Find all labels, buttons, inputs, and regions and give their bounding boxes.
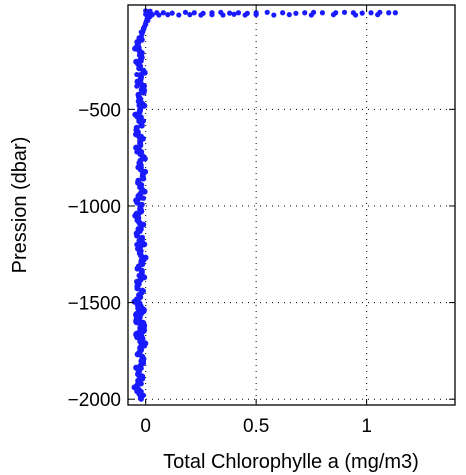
x-tick-label: 0 [140,416,151,437]
data-point [141,155,148,162]
y-tick-label: −500 [78,100,121,121]
data-point [368,10,374,16]
y-tick-label: −2000 [68,390,121,411]
plot-frame [127,4,456,406]
data-point [198,12,204,18]
data-point [134,285,141,292]
data-point [375,12,381,18]
y-axis-label: Pression (dbar) [9,137,31,274]
x-tick-label: 0.5 [243,416,269,437]
y-tick-label: −1500 [68,294,121,315]
data-point [359,10,365,16]
data-point [319,10,326,16]
y-tick-label: −1000 [68,197,121,218]
data-point [134,232,141,239]
data-point [191,10,197,16]
data-point [220,12,226,18]
data-point [227,10,233,16]
data-point [134,83,140,89]
data-point [138,122,145,129]
data-point [271,12,277,18]
data-point [341,9,348,15]
data-point [293,10,299,16]
data-point [392,10,398,16]
data-point [182,9,189,15]
data-point [330,12,337,18]
data-point [235,10,242,16]
data-point [176,12,182,18]
data-point [137,362,144,369]
data-point [169,10,175,16]
data-point [165,12,171,18]
data-point [386,10,392,16]
data-point [134,351,141,358]
data-point [352,12,359,18]
data-point [134,199,141,206]
data-point [253,12,259,18]
data-point [280,10,286,16]
y-axis-ticks: −2000 −1500 −1000 −500 [68,100,455,411]
data-point [160,10,166,16]
data-point [156,12,162,18]
data-point [137,395,144,402]
data-point [137,56,144,63]
x-axis-ticks: 0 0.5 1 [140,5,372,437]
data-point [140,175,147,182]
data-point [286,12,292,18]
data-point [302,10,308,16]
data-point [138,208,145,215]
data-point [242,12,248,18]
data-point [209,12,215,18]
data-points [131,8,398,402]
data-point [308,12,314,18]
data-point [140,89,147,96]
data-point [140,195,147,201]
data-point [264,9,270,15]
plot-background [128,5,455,405]
data-point [137,36,143,42]
data-point [231,11,237,17]
data-point [187,12,193,18]
data-point [137,252,144,259]
x-tick-label: 1 [361,416,372,437]
x-axis-label: Total Chlorophylle a (mg/m3) [163,451,419,473]
